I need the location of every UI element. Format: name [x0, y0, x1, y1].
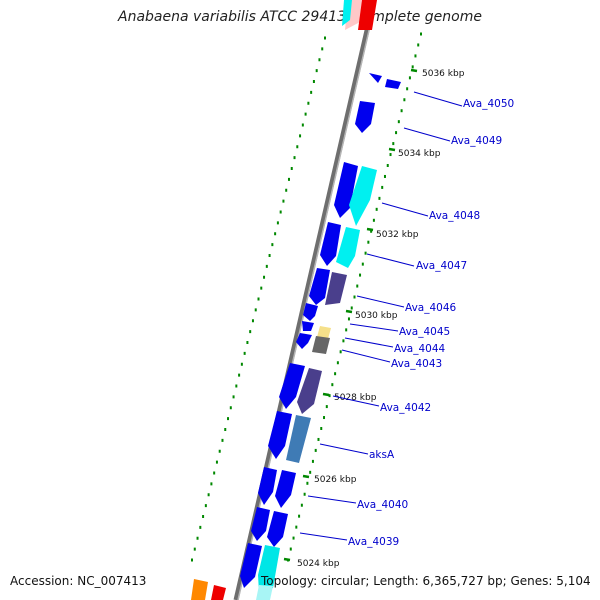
gene-leader-line	[356, 295, 405, 308]
gene-feature-ava-4048-rev[interactable]	[349, 166, 377, 226]
gene-label[interactable]: Ava_4045	[399, 326, 450, 338]
gene-leader-line	[299, 532, 348, 541]
gene-feature-bottom-cyan[interactable]	[258, 545, 280, 592]
gene-label[interactable]: Ava_4043	[391, 358, 442, 370]
kbp-tick	[366, 227, 374, 232]
gene-labels: Ava_4050 Ava_4049 Ava_4048 Ava_4047 Ava_4046…	[299, 91, 514, 548]
gene-label[interactable]: aksA	[369, 449, 395, 461]
gene-leader-line	[366, 253, 415, 267]
gene-feature-ava-4039-b[interactable]	[267, 511, 288, 547]
gene-leader-line	[413, 91, 463, 107]
gene-features	[191, 0, 401, 600]
gene-leader-line	[341, 349, 391, 363]
gene-feature-bottom-orange[interactable]	[191, 579, 208, 600]
gene-label[interactable]: Ava_4049	[451, 135, 502, 147]
gene-feature-top-cyan[interactable]	[342, 0, 352, 26]
kbp-label: 5032 kbp	[376, 230, 419, 240]
gene-feature-ava-4049[interactable]	[355, 101, 375, 133]
gene-feature-ava-4045[interactable]	[303, 303, 318, 321]
gene-feature-ava-4048-fwd[interactable]	[334, 162, 358, 218]
kbp-label: 5028 kbp	[334, 393, 377, 403]
dotted-tick-tracks	[191, 32, 422, 562]
gene-feature-ava-4042-fwd[interactable]	[279, 363, 305, 409]
kbp-scale: 5036 kbp 5034 kbp 5032 kbp 5030 kbp 5028 kbp…	[283, 68, 465, 569]
gene-leader-line	[349, 323, 399, 332]
gene-leader-line	[403, 127, 451, 142]
gene-feature-ava-4044[interactable]	[302, 321, 314, 331]
gene-label[interactable]: Ava_4040	[357, 499, 408, 511]
genome-summary: Topology: circular; Length: 6,365,727 bp…	[261, 574, 591, 588]
gene-feature-top-red[interactable]	[358, 0, 377, 30]
gene-feature-ava-4045-light[interactable]	[317, 326, 331, 339]
gene-feature-ava-4040-b[interactable]	[275, 470, 296, 508]
kbp-tick	[410, 68, 418, 73]
kbp-label: 5036 kbp	[422, 69, 465, 79]
map-title: Anabaena variabilis ATCC 29413, complete…	[118, 9, 482, 25]
gene-feature-aksa-steel[interactable]	[286, 415, 311, 463]
gene-leader-line	[307, 495, 357, 504]
kbp-tick	[388, 147, 396, 152]
kbp-tick	[345, 309, 353, 314]
gene-feature-ava-4050-a[interactable]	[369, 73, 382, 83]
gene-feature-ava-4040-a[interactable]	[258, 467, 277, 505]
kbp-label: 5024 kbp	[297, 559, 340, 569]
genome-backbone	[233, 0, 377, 600]
gene-feature-ava-4047-rev[interactable]	[336, 227, 360, 268]
kbp-tick	[322, 392, 330, 397]
gene-feature-ava-4043[interactable]	[296, 333, 312, 349]
gene-feature-ava-4044-grey[interactable]	[312, 336, 330, 354]
gene-feature-ava-4050-b[interactable]	[385, 79, 401, 89]
gene-label[interactable]: Ava_4039	[348, 536, 399, 548]
gene-feature-bottom-blue[interactable]	[240, 543, 262, 588]
accession-label: Accession: NC_007413	[10, 574, 147, 588]
gene-label[interactable]: Ava_4042	[380, 402, 431, 414]
kbp-label: 5034 kbp	[398, 149, 441, 159]
gene-feature-aksa-fwd[interactable]	[268, 411, 292, 459]
gene-label[interactable]: Ava_4047	[416, 260, 467, 272]
kbp-tick	[283, 557, 291, 562]
gene-leader-line	[344, 337, 394, 348]
gene-leader-line	[332, 395, 380, 407]
gene-feature-bottom-cyan-light[interactable]	[256, 585, 273, 600]
gene-leader-line	[381, 202, 429, 217]
gene-leader-line	[319, 443, 369, 455]
gene-feature-ava-4039-a[interactable]	[251, 507, 270, 541]
gene-feature-ava-4046-dark[interactable]	[325, 272, 347, 305]
gene-feature-ava-4046-fwd[interactable]	[309, 268, 330, 305]
gene-feature-ava-4047-fwd[interactable]	[320, 222, 341, 266]
kbp-label: 5026 kbp	[314, 475, 357, 485]
gene-label[interactable]: Ava_4044	[394, 343, 446, 355]
gene-label[interactable]: Ava_4046	[405, 302, 457, 314]
gene-feature-ava-4042-dark[interactable]	[297, 368, 322, 414]
gene-feature-bottom-red[interactable]	[211, 585, 226, 600]
gene-label[interactable]: Ava_4048	[429, 210, 480, 222]
gene-label[interactable]: Ava_4050	[463, 98, 514, 110]
kbp-label: 5030 kbp	[355, 311, 398, 321]
kbp-tick	[302, 474, 310, 479]
